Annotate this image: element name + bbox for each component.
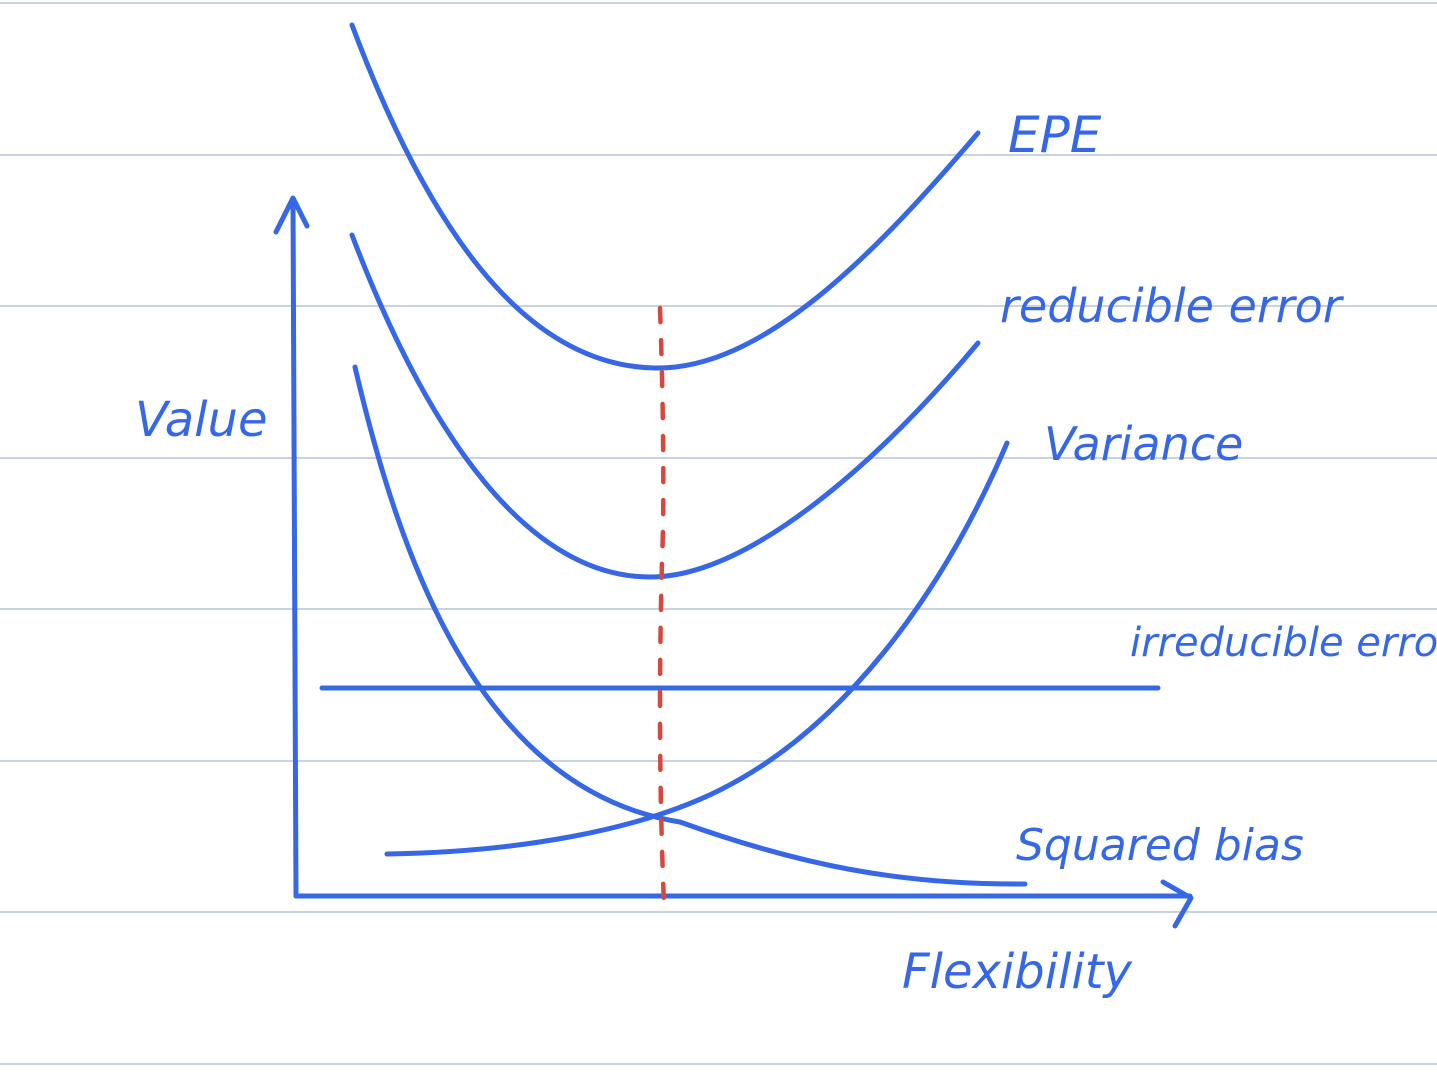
axes	[273, 195, 1194, 929]
variance-curve	[384, 440, 1010, 857]
squared-bias-curve	[352, 364, 1028, 887]
curves	[319, 22, 1161, 887]
y-axis-arrowhead	[273, 195, 310, 235]
reducible-error-label: reducible error	[1000, 279, 1345, 333]
epe-label: EPE	[1008, 106, 1102, 164]
y-axis-label: Value	[135, 392, 267, 448]
y-axis	[290, 197, 299, 899]
optimum-marker	[657, 305, 667, 907]
reducible-error-curve	[349, 232, 981, 580]
squared-bias-label: Squared bias	[1016, 820, 1304, 871]
x-axis-label: Flexibility	[902, 944, 1133, 1000]
x-axis-arrowhead	[1160, 879, 1194, 929]
epe-curve	[349, 22, 981, 371]
irreducible-error-label: irreducible error	[1130, 620, 1437, 666]
variance-label: Variance	[1044, 417, 1243, 471]
